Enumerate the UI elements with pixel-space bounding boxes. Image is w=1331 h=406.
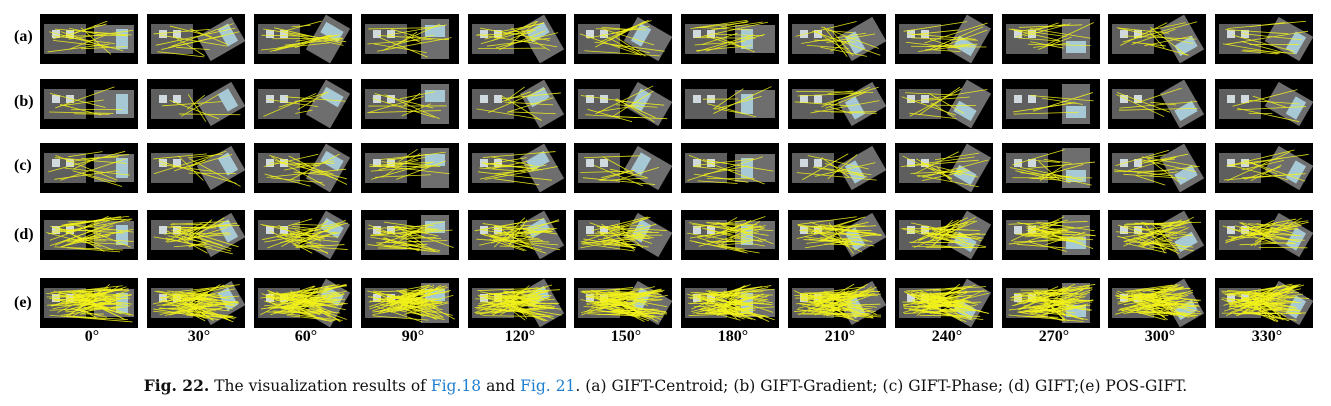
match-panel-a-4 [468, 14, 566, 64]
match-panel-d-8 [895, 210, 993, 260]
match-panel-b-7 [788, 79, 887, 129]
match-panel-b-8 [895, 79, 993, 129]
match-panel-e-0 [40, 278, 138, 328]
match-panel-e-7 [788, 278, 887, 328]
match-panel-b-3 [361, 79, 459, 129]
angle-label-180: 180° [717, 328, 749, 345]
row-label-a: (a) [14, 28, 33, 45]
match-panel-e-2 [254, 278, 352, 328]
match-panel-c-9 [1002, 143, 1100, 193]
match-panel-e-1 [147, 278, 246, 328]
angle-label-300: 300° [1144, 328, 1176, 345]
angle-label-330: 330° [1251, 328, 1283, 345]
match-panel-c-6 [681, 143, 779, 193]
match-panel-c-2 [254, 143, 352, 193]
match-panel-c-5 [574, 143, 673, 193]
row-label-b: (b) [14, 93, 34, 110]
match-panel-a-5 [574, 14, 673, 64]
match-panel-c-10 [1108, 143, 1206, 193]
match-panel-a-2 [254, 14, 352, 64]
match-panel-b-2 [254, 79, 352, 129]
match-panel-a-11 [1215, 14, 1314, 64]
angle-label-150: 150° [610, 328, 642, 345]
match-panel-b-6 [681, 79, 779, 129]
caption-ref-fig18[interactable]: Fig.18 [430, 377, 482, 395]
match-panel-d-11 [1215, 210, 1314, 260]
angle-label-240: 240° [931, 328, 963, 345]
angle-label-30: 30° [187, 328, 211, 345]
match-panel-e-10 [1108, 278, 1206, 328]
angle-label-120: 120° [504, 328, 536, 345]
match-panel-c-4 [468, 143, 566, 193]
match-panel-e-5 [574, 278, 673, 328]
match-panel-d-7 [788, 210, 887, 260]
match-panel-e-4 [468, 278, 566, 328]
match-panel-d-3 [361, 210, 459, 260]
match-panel-e-8 [895, 278, 993, 328]
match-panel-a-1 [147, 14, 246, 64]
caption-text-3: . (a) GIFT-Centroid; (b) GIFT-Gradient; … [575, 377, 1188, 395]
match-panel-d-10 [1108, 210, 1206, 260]
match-panel-d-2 [254, 210, 352, 260]
match-panel-e-9 [1002, 278, 1100, 328]
caption-ref-fig21[interactable]: Fig. 21 [520, 377, 576, 395]
angle-label-60: 60° [294, 328, 318, 345]
match-panel-e-3 [361, 278, 459, 328]
match-panel-b-0 [40, 79, 138, 129]
match-panel-c-7 [788, 143, 887, 193]
match-panel-d-4 [468, 210, 566, 260]
match-panel-b-4 [468, 79, 566, 129]
match-panel-a-9 [1002, 14, 1100, 64]
angle-label-0: 0° [84, 328, 100, 345]
match-panel-b-5 [574, 79, 673, 129]
match-panel-c-3 [361, 143, 459, 193]
match-panel-c-1 [147, 143, 246, 193]
match-panel-c-8 [895, 143, 993, 193]
row-label-e: (e) [14, 294, 32, 311]
angle-label-270: 270° [1038, 328, 1070, 345]
match-panel-d-6 [681, 210, 779, 260]
match-panel-a-6 [681, 14, 779, 64]
match-panel-e-11 [1215, 278, 1314, 328]
row-label-c: (c) [14, 157, 32, 174]
match-panel-c-11 [1215, 143, 1314, 193]
match-panel-e-6 [681, 278, 779, 328]
match-panel-c-0 [40, 143, 138, 193]
caption-text-1: The visualization results of [209, 377, 431, 395]
match-panel-a-8 [895, 14, 993, 64]
caption-text-2: and [481, 377, 521, 395]
angle-label-210: 210° [824, 328, 856, 345]
match-panel-a-3 [361, 14, 459, 64]
match-panel-a-0 [40, 14, 138, 64]
match-panel-d-0 [40, 210, 138, 260]
match-panel-d-1 [147, 210, 246, 260]
angle-label-90: 90° [401, 328, 425, 345]
match-panel-a-7 [788, 14, 887, 64]
match-panel-d-5 [574, 210, 673, 260]
match-panel-b-10 [1108, 79, 1206, 129]
figure-caption: Fig. 22. The visualization results of Fi… [0, 376, 1331, 395]
figure-number: Fig. 22. [143, 376, 210, 395]
match-panel-b-11 [1215, 79, 1314, 129]
row-label-d: (d) [14, 226, 34, 243]
match-panel-a-10 [1108, 14, 1206, 64]
match-panel-d-9 [1002, 210, 1100, 260]
match-panel-b-9 [1002, 79, 1100, 129]
match-panel-b-1 [147, 79, 246, 129]
